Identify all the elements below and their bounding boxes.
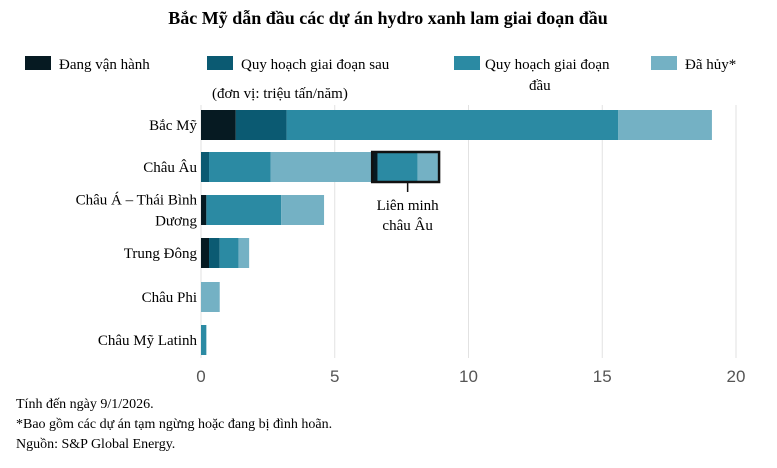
chart-title: Bắc Mỹ dẫn đầu các dự án hydro xanh lam …	[168, 8, 608, 28]
footnotes: Tính đến ngày 9/1/2026. *Bao gồm các dự á…	[16, 397, 332, 452]
bar-chau-au-da-huy	[270, 152, 375, 182]
bar-trung-dong-da-huy	[238, 238, 250, 268]
x-tick-label: 15	[593, 367, 612, 386]
category-label: Châu Á – Thái Bình	[76, 192, 198, 209]
bar-trung-dong-dang-van-hanh	[201, 238, 210, 268]
legend-label-da-huy: Đã hủy*	[685, 57, 736, 73]
eu-annotation-label: châu Âu	[382, 217, 433, 234]
bars	[201, 110, 712, 355]
category-label: Châu Phi	[142, 290, 197, 306]
legend-swatch-da-huy	[651, 56, 677, 70]
category-label: Châu Âu	[143, 159, 197, 176]
grid	[200, 105, 737, 358]
unit-label: (đơn vị: triệu tấn/năm)	[212, 86, 348, 102]
legend-swatch-quy-hoach-giai-doan-dau	[454, 56, 480, 70]
legend-swatch-quy-hoach-giai-doan-sau	[207, 56, 233, 70]
bar-chau-a-thai-binh-duong-quy-hoach-giai-doan-dau	[206, 195, 282, 225]
bar-chau-phi-da-huy	[201, 282, 220, 312]
bar-chau-au-quy-hoach-giai-doan-sau	[201, 152, 210, 182]
bar-bac-my-dang-van-hanh	[201, 110, 236, 140]
x-tick-label: 10	[459, 367, 478, 386]
category-label: Châu Mỹ Latinh	[98, 333, 198, 349]
footnote: Tính đến ngày 9/1/2026.	[16, 397, 154, 412]
category-label: Bắc Mỹ	[149, 118, 197, 134]
category-label: Dương	[155, 214, 197, 230]
eu-bar-segment	[417, 152, 440, 182]
legend-label-quy-hoach-giai-doan-dau: đầu	[529, 78, 551, 94]
x-tick-label: 0	[196, 367, 205, 386]
bar-trung-dong-quy-hoach-giai-doan-dau	[219, 238, 239, 268]
eu-annotation-label: Liên minh	[377, 198, 440, 214]
bar-trung-dong-quy-hoach-giai-doan-sau	[209, 238, 220, 268]
bar-bac-my-quy-hoach-giai-doan-sau	[235, 110, 287, 140]
legend: Đang vận hành Quy hoạch giai đoạn sau Quy …	[25, 56, 736, 94]
legend-label-quy-hoach-giai-doan-dau: Quy hoạch giai đoạn	[485, 57, 610, 73]
eu-bar-segment	[377, 152, 418, 182]
x-tick-label: 5	[330, 367, 339, 386]
footnote: Nguồn: S&P Global Energy.	[16, 437, 175, 452]
legend-label-quy-hoach-giai-doan-sau: Quy hoạch giai đoạn sau	[241, 57, 390, 73]
category-labels: Bắc Mỹ Châu Âu Châu Á – Thái Bình Dương Trun…	[76, 118, 198, 349]
bar-bac-my-da-huy	[618, 110, 712, 140]
eu-bar-outline	[370, 150, 441, 184]
bar-bac-my-quy-hoach-giai-doan-dau	[286, 110, 619, 140]
x-tick-label: 20	[727, 367, 746, 386]
eu-annotation: Liên minh châu Âu	[370, 150, 441, 234]
eu-bar-segment	[372, 152, 378, 182]
bar-chau-au-quy-hoach-giai-doan-dau	[209, 152, 271, 182]
legend-swatch-dang-van-hanh	[25, 56, 51, 70]
category-label: Trung Đông	[124, 246, 198, 262]
bar-chau-my-latinh-quy-hoach-giai-doan-dau	[201, 325, 207, 355]
bar-chau-a-thai-binh-duong-da-huy	[281, 195, 325, 225]
bar-chau-a-thai-binh-duong-dang-van-hanh	[201, 195, 207, 225]
legend-label-dang-van-hanh: Đang vận hành	[59, 57, 150, 73]
x-axis-ticks: 0 5 10 15 20	[196, 367, 745, 386]
footnote: *Bao gồm các dự án tạm ngừng hoặc đang b…	[16, 417, 332, 432]
